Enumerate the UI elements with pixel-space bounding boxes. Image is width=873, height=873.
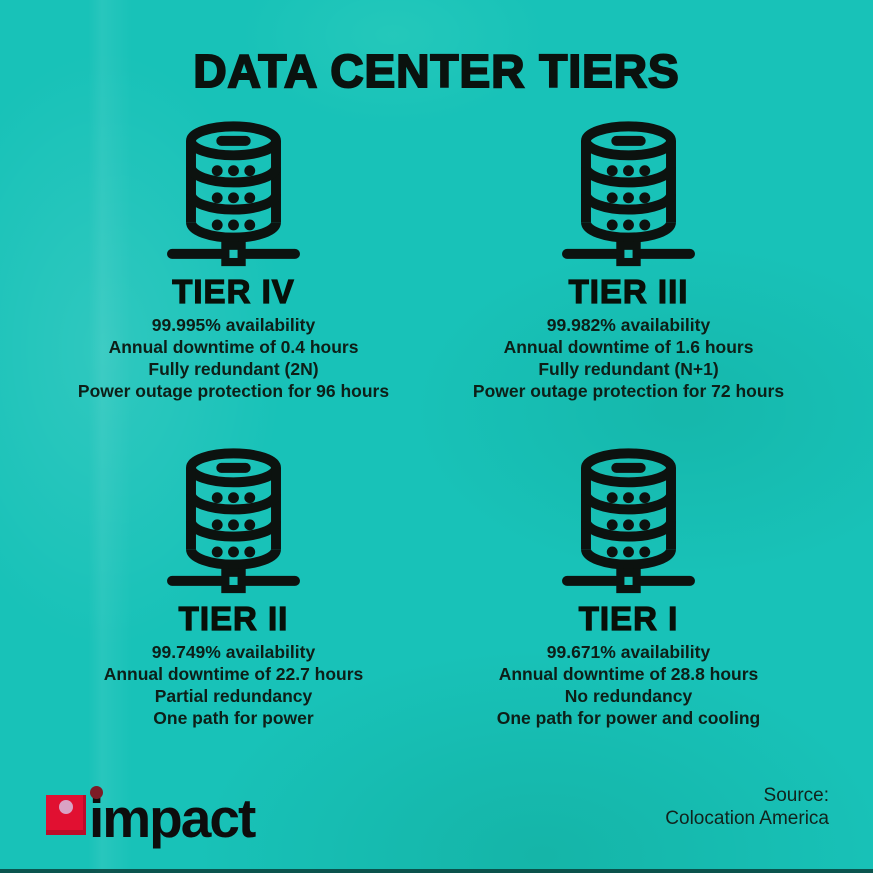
database-server-icon (161, 111, 306, 272)
tier-redundancy: No redundancy (564, 686, 693, 707)
impact-logo-text: impact (89, 787, 256, 849)
tier-redundancy: Fully redundant (N+1) (538, 358, 719, 379)
database-server-icon (161, 438, 306, 599)
tier-downtime: Annual downtime of 28.8 hours (498, 664, 759, 685)
source-attribution: Source: Colocation America (665, 784, 829, 830)
tier-card-tier-iv: TIER IV 99.995% availability Annual down… (36, 111, 431, 402)
logo-circle-icon (59, 800, 73, 814)
tier-availability: 99.749% availability (151, 642, 316, 663)
tier-power-path: One path for power (153, 708, 314, 729)
database-server-icon (556, 111, 701, 272)
tier-card-tier-ii: TIER II 99.749% availability Annual down… (36, 438, 431, 729)
tier-downtime: Annual downtime of 0.4 hours (108, 336, 359, 357)
tier-title: TIER I (578, 599, 679, 637)
tier-downtime: Annual downtime of 22.7 hours (103, 664, 364, 685)
logo-i-dot-icon (90, 786, 103, 799)
tier-redundancy: Fully redundant (2N) (148, 358, 319, 379)
tier-power-protection: Power outage protection for 96 hours (77, 380, 390, 401)
tier-redundancy: Partial redundancy (154, 686, 313, 707)
tier-availability: 99.982% availability (546, 314, 711, 335)
tier-title: TIER IV (172, 272, 295, 310)
tier-title: TIER II (178, 599, 289, 637)
page-title: DATA CENTER TIERS (192, 45, 680, 97)
red-square-logo-icon (46, 795, 86, 835)
tier-power-protection: Power outage protection for 72 hours (472, 380, 785, 401)
tier-power-path: One path for power and cooling (496, 708, 761, 729)
database-server-icon (556, 438, 701, 599)
tier-downtime: Annual downtime of 1.6 hours (503, 336, 754, 357)
tiers-grid: TIER IV 99.995% availability Annual down… (36, 111, 873, 730)
source-label: Source: (763, 785, 829, 806)
source-name: Colocation America (665, 808, 829, 829)
tier-availability: 99.995% availability (151, 314, 316, 335)
tier-card-tier-iii: TIER III 99.982% availability Annual dow… (431, 111, 826, 402)
tier-title: TIER III (568, 272, 689, 310)
tier-availability: 99.671% availability (546, 642, 711, 663)
impact-logo: impact (46, 786, 256, 846)
tier-card-tier-i: TIER I 99.671% availability Annual downt… (431, 438, 826, 729)
